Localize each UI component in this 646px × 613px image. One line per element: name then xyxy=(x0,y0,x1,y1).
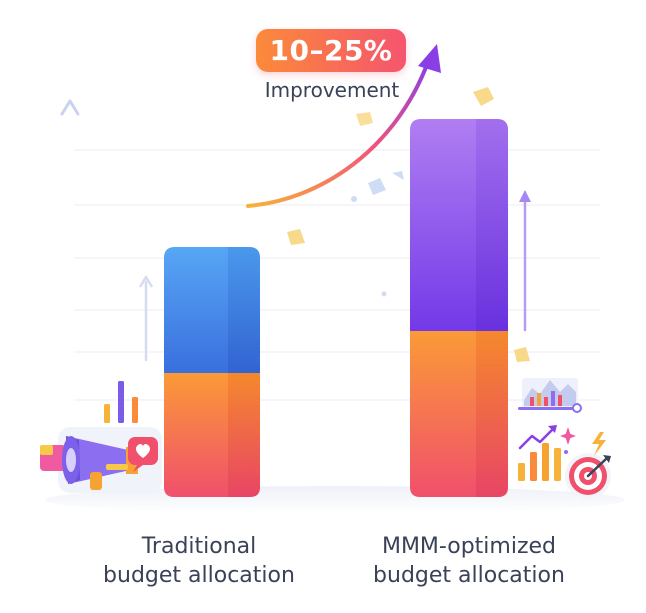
decorative-shapes xyxy=(287,87,530,362)
purple-up-arrow-icon xyxy=(519,190,531,332)
grid-lines xyxy=(74,149,600,401)
heart-icon xyxy=(128,437,158,472)
bar-mmm-optimized xyxy=(410,119,508,497)
improvement-label: Improvement xyxy=(264,78,400,102)
trend-chart-icon xyxy=(518,425,561,481)
bar-traditional xyxy=(164,247,260,497)
caption-mmm-line-2: budget allocation xyxy=(373,563,565,588)
caption-traditional-line-2: budget allocation xyxy=(103,563,295,588)
improvement-badge: 10–25% xyxy=(256,29,406,72)
dashboard-chart-icon xyxy=(518,378,582,413)
lightning-icon xyxy=(592,432,606,456)
mini-bar-chart-icon xyxy=(104,381,138,423)
y-axis-arrow-icon xyxy=(60,99,80,442)
target-icon xyxy=(565,453,611,499)
caption-traditional: Traditional budget allocation xyxy=(84,532,314,590)
caption-mmm-optimized: MMM-optimized budget allocation xyxy=(344,532,594,590)
growth-arrow-icon xyxy=(246,44,441,208)
caption-mmm-line-1: MMM-optimized xyxy=(381,534,557,559)
small-up-arrow-icon xyxy=(138,275,154,362)
sparkle-icon xyxy=(560,427,576,454)
caption-traditional-line-1: Traditional xyxy=(141,534,257,559)
